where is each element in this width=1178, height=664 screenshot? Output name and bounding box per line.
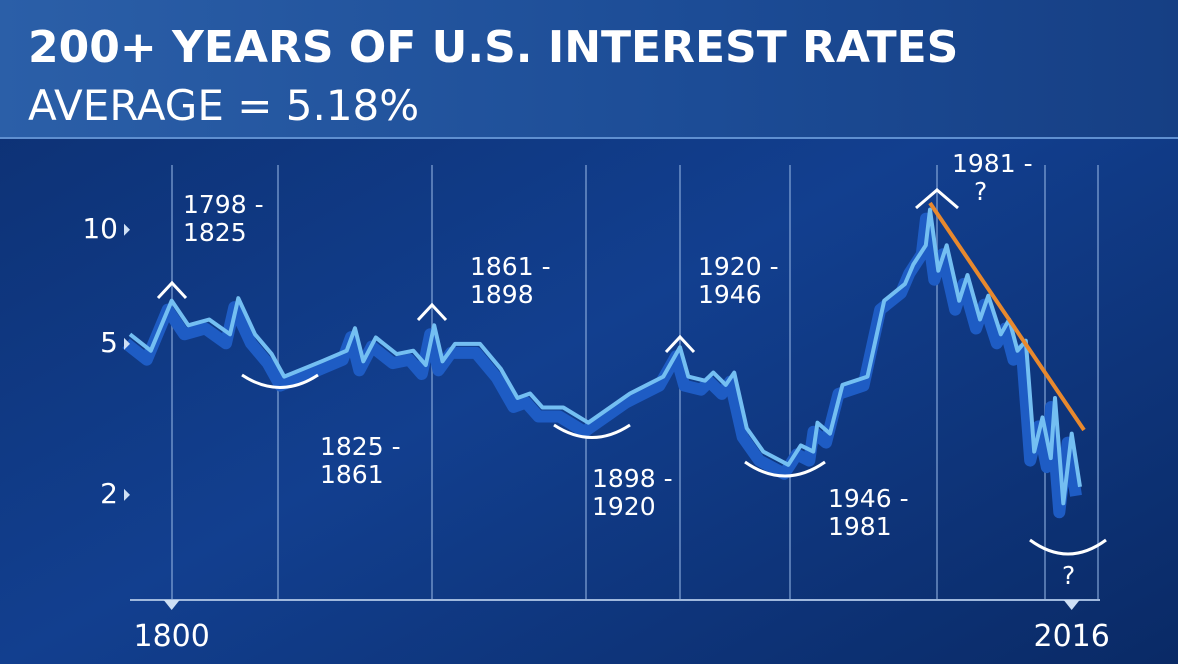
annotation: 1825 - (320, 432, 401, 461)
y-tick-mark (124, 488, 130, 501)
annotation: ? (974, 177, 987, 206)
y-tick-label: 10 (82, 212, 118, 245)
y-tick-mark (124, 337, 130, 350)
annotation: 1861 - (470, 252, 551, 281)
x-tick-mark (163, 600, 180, 610)
annotation: 1898 (470, 280, 534, 309)
line (128, 207, 1082, 506)
annotation: 1981 (828, 512, 892, 541)
x-tick-mark (1063, 600, 1080, 610)
trend-line (928, 201, 1086, 432)
peak-markers (156, 188, 959, 354)
annotation: 1946 - (828, 484, 909, 513)
annotation: 1798 - (183, 190, 264, 219)
chart-subtitle: AVERAGE = 5.18% (28, 81, 419, 130)
x-tick-label: 2016 (1033, 619, 1109, 654)
annotation: 1898 - (592, 464, 673, 493)
annotation: ? (1062, 561, 1075, 590)
annotation: 1825 (183, 218, 247, 247)
trough-markers (241, 373, 1107, 556)
annotation: 1981 - (952, 149, 1033, 178)
annotation: 1946 (698, 280, 762, 309)
plot-area (122, 207, 1082, 519)
y-tick-label: 2 (100, 477, 118, 510)
x-tick-label: 1800 (133, 619, 209, 654)
y-tick-mark (124, 223, 130, 236)
annotation: 1920 (592, 492, 656, 521)
annotation: 1920 - (698, 252, 779, 281)
header-band (0, 0, 1178, 138)
chart-title: 200+ YEARS OF U.S. INTEREST RATES (28, 22, 958, 73)
y-tick-label: 5 (100, 326, 118, 359)
annotation: 1861 (320, 460, 384, 489)
